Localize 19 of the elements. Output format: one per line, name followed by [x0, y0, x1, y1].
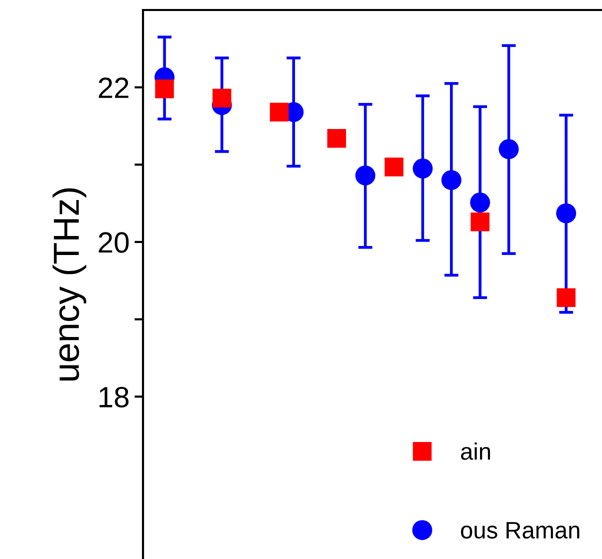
point [441, 170, 462, 190]
point [412, 158, 433, 179]
legend-label: ous Raman [461, 522, 580, 539]
point [155, 79, 174, 98]
y-axis-title: uency (THz) [52, 188, 86, 380]
point [470, 192, 490, 213]
y-tick-label: 20 [98, 232, 129, 253]
point [556, 203, 576, 224]
point [327, 128, 346, 148]
point [498, 139, 519, 160]
point [556, 288, 576, 308]
legend-label: ain [461, 442, 490, 460]
y-tick-label: 18 [100, 386, 129, 408]
point [355, 165, 376, 186]
point [470, 212, 490, 232]
y-tick-label: 22 [98, 78, 128, 98]
point [384, 158, 404, 176]
point [270, 102, 289, 122]
point [212, 88, 232, 108]
